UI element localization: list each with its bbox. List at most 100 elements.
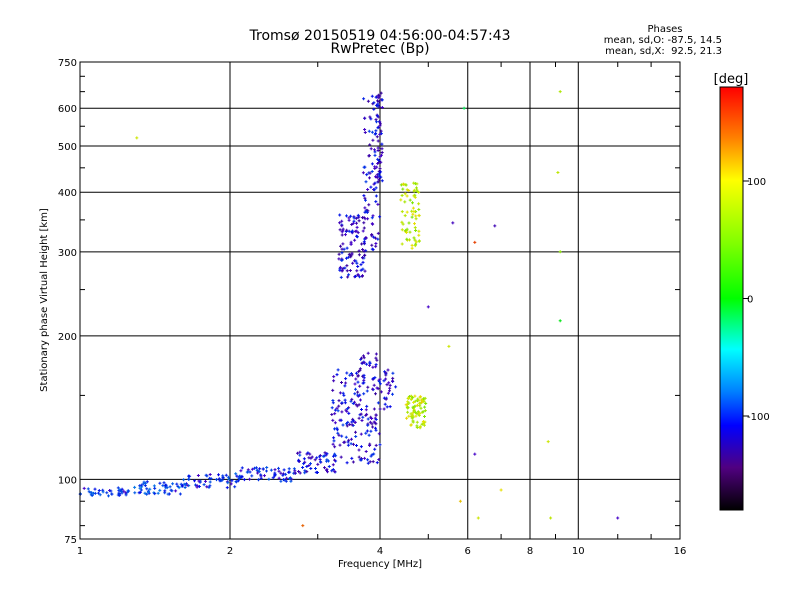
phase-info-line1: mean, sd,O: -87.5, 14.5 xyxy=(604,35,722,46)
echo-point xyxy=(226,475,230,479)
echo-point xyxy=(162,481,166,485)
echo-point xyxy=(558,90,562,94)
echo-point xyxy=(405,416,409,420)
echo-point xyxy=(205,474,209,478)
echo-point xyxy=(246,470,250,474)
echo-point xyxy=(370,170,374,173)
echo-point xyxy=(343,266,347,270)
echo-point xyxy=(414,240,418,244)
echo-point xyxy=(250,467,254,471)
echo-point xyxy=(499,488,503,492)
echo-point xyxy=(412,194,416,198)
echo-point xyxy=(202,483,206,487)
echo-point xyxy=(355,225,359,229)
echo-point xyxy=(362,194,366,198)
echo-point xyxy=(281,473,285,477)
echo-point xyxy=(415,182,419,186)
echo-point xyxy=(147,490,150,494)
phase-info-line2: mean, sd,X: 92.5, 21.3 xyxy=(605,46,722,57)
echo-point xyxy=(367,129,371,133)
echo-point xyxy=(372,420,376,424)
echo-point xyxy=(558,319,562,323)
echo-point xyxy=(356,213,360,217)
echo-point xyxy=(493,224,497,228)
echo-point xyxy=(356,231,360,235)
echo-point xyxy=(303,469,307,473)
echo-point xyxy=(371,365,375,369)
echo-point xyxy=(360,274,364,278)
echo-point xyxy=(346,443,350,447)
echo-point xyxy=(348,423,352,426)
echo-point xyxy=(343,401,347,405)
echo-point xyxy=(307,464,311,467)
echo-point xyxy=(174,489,178,493)
echo-point xyxy=(372,407,376,411)
echo-point xyxy=(363,253,367,257)
echo-point xyxy=(310,455,314,459)
echo-point xyxy=(359,432,363,436)
echo-point xyxy=(382,379,386,383)
echo-point xyxy=(368,171,372,175)
echo-point xyxy=(282,468,286,472)
x-tick-label: 16 xyxy=(674,546,687,557)
echo-point xyxy=(404,403,408,407)
echo-point xyxy=(411,415,415,419)
colorbar-tick-label: 100 xyxy=(747,177,766,188)
echo-point xyxy=(208,484,212,488)
echo-point xyxy=(376,102,380,106)
echo-point xyxy=(341,391,345,395)
echo-point xyxy=(338,443,342,447)
echo-point xyxy=(372,101,376,105)
echo-point xyxy=(226,481,230,485)
echo-point xyxy=(348,373,352,377)
echo-point xyxy=(378,407,382,411)
echo-point xyxy=(368,420,372,424)
echo-point xyxy=(347,273,351,277)
echo-point xyxy=(616,516,620,520)
grid-lines xyxy=(80,62,680,539)
echo-point xyxy=(333,445,337,449)
echo-point xyxy=(423,396,427,400)
echo-point xyxy=(153,486,157,490)
echo-point xyxy=(140,483,144,487)
echo-point xyxy=(288,476,292,480)
echo-point xyxy=(156,491,160,495)
echo-point xyxy=(346,275,350,279)
echo-point xyxy=(346,420,350,424)
echo-point xyxy=(363,206,367,210)
echo-point xyxy=(306,451,310,455)
echo-point xyxy=(338,265,342,269)
echo-point xyxy=(405,194,409,198)
echo-point xyxy=(109,489,113,493)
echo-point xyxy=(347,216,351,220)
echo-point xyxy=(416,410,420,414)
echo-point xyxy=(413,410,417,414)
echo-point xyxy=(373,153,377,157)
echo-point xyxy=(361,260,365,264)
echo-point xyxy=(307,456,311,460)
echo-point xyxy=(356,373,360,377)
echo-point xyxy=(355,404,359,408)
echo-point xyxy=(354,387,357,391)
echo-point xyxy=(473,452,477,456)
echo-point xyxy=(403,229,407,233)
echo-point xyxy=(363,128,367,131)
echo-point xyxy=(236,479,240,483)
echo-point xyxy=(414,217,418,221)
echo-point xyxy=(284,472,288,476)
echo-point xyxy=(364,236,368,240)
echo-point xyxy=(369,117,373,121)
echo-point xyxy=(361,415,365,419)
echo-point xyxy=(179,482,183,486)
echo-point xyxy=(348,269,352,272)
echo-point xyxy=(358,384,362,388)
echo-point xyxy=(400,228,404,232)
echo-point xyxy=(338,268,342,272)
echo-point xyxy=(336,368,340,372)
echo-point xyxy=(360,356,363,360)
echo-point xyxy=(376,146,380,150)
echo-point xyxy=(215,478,218,482)
echo-point xyxy=(302,462,306,466)
echo-point xyxy=(145,492,149,496)
